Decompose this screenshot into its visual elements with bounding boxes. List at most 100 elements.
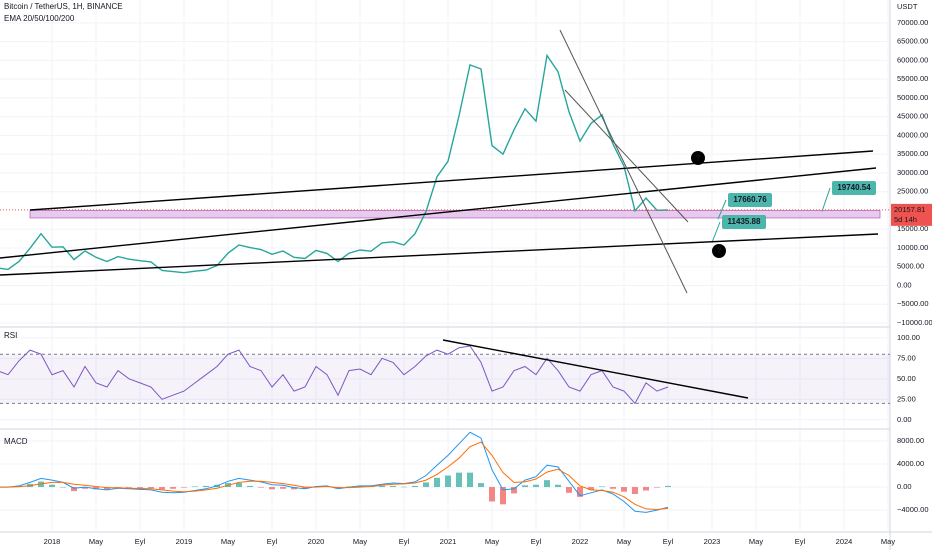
labels: 70000.00 65000.00 60000.00 55000.00 50000.00… <box>44 18 932 546</box>
macd-histogram-bar <box>654 487 660 488</box>
macd-histogram-bar <box>280 487 286 489</box>
y-tick-label: 65000.00 <box>897 37 928 46</box>
macd-histogram-bar <box>489 487 495 502</box>
x-tick-label: 2020 <box>308 537 325 546</box>
trendline <box>29 150 874 211</box>
y-tick-label: 40000.00 <box>897 130 928 139</box>
macd-histogram-bar <box>401 486 407 488</box>
y-tick-label: 75.00 <box>897 353 916 362</box>
macd-histogram-bar <box>291 487 297 490</box>
annotation-label: 17660.76 <box>733 195 767 204</box>
rsi-band <box>0 354 890 404</box>
macd-histogram-bar <box>236 483 242 488</box>
x-tick-label: 2021 <box>440 537 457 546</box>
x-tick-label: Eyl <box>531 537 542 546</box>
macd-histogram-bar <box>60 487 66 488</box>
macd-histogram-bar <box>555 484 561 488</box>
macd-histogram-bar <box>203 485 209 488</box>
macd-histogram-bar <box>445 475 451 488</box>
annotation-label: 19740.54 <box>837 183 871 192</box>
macd-histogram-bar <box>544 480 550 488</box>
y-tick-label: 0.00 <box>897 415 912 424</box>
x-tick-label: 2018 <box>44 537 61 546</box>
chart-title: Bitcoin / TetherUS, 1H, BINANCE <box>4 2 123 11</box>
channel-line <box>559 29 688 294</box>
annotation-box <box>728 193 772 207</box>
macd-histogram-bar <box>412 485 418 488</box>
macd-histogram-bar <box>159 487 165 490</box>
macd-histogram-bar <box>522 485 528 488</box>
y-tick-label: 55000.00 <box>897 74 928 83</box>
y-tick-label: 15000.00 <box>897 224 928 233</box>
macd-histogram-bar <box>566 487 572 493</box>
macd-histogram-bar <box>621 487 627 492</box>
x-tick-label: Eyl <box>795 537 806 546</box>
y-tick-label: 25.00 <box>897 394 916 403</box>
macd-histogram-bar <box>434 477 440 488</box>
question-icon-label: ? <box>696 154 701 163</box>
y-tick-label: 50.00 <box>897 374 916 383</box>
annotation-pointer <box>711 221 721 243</box>
x-tick-label: 2023 <box>704 537 721 546</box>
trendlines <box>0 29 879 399</box>
y-axis-label: USDT <box>897 2 918 11</box>
y-tick-label: 100.00 <box>897 333 920 342</box>
trendline <box>0 167 877 259</box>
y-tick-label: 70000.00 <box>897 18 928 27</box>
question-icon <box>712 244 726 258</box>
x-tick-label: 2019 <box>176 537 193 546</box>
series-line <box>0 345 669 405</box>
y-tick-label: 30000.00 <box>897 168 928 177</box>
last-price-label: 20157.81 <box>894 205 925 214</box>
annotation-label: 11435.88 <box>728 217 761 226</box>
y-tick-label: 35000.00 <box>897 149 928 158</box>
y-tick-label: 0.00 <box>897 280 912 289</box>
macd-histogram-bar <box>49 484 55 488</box>
macd-histogram-bar <box>643 487 649 491</box>
macd-histogram-bar <box>588 487 594 490</box>
macd-histogram-bar <box>610 487 616 489</box>
macd-histogram-bar <box>93 487 99 490</box>
macd-histogram-bar <box>137 487 143 488</box>
macd-histogram-bar <box>379 485 385 488</box>
macd-histogram-bar <box>104 487 110 490</box>
x-tick-label: 2022 <box>572 537 589 546</box>
macd-histogram-bar <box>632 487 638 494</box>
y-tick-label: −5000.00 <box>897 299 929 308</box>
macd-histogram-bar <box>599 486 605 488</box>
macd-histogram-bar <box>115 487 121 488</box>
y-tick-label: 45000.00 <box>897 112 928 121</box>
x-tick-label: Eyl <box>399 537 410 546</box>
macd-histogram-bar <box>577 487 583 497</box>
macd-histogram-bar <box>269 487 275 490</box>
macd-histogram-bar <box>82 487 88 489</box>
y-tick-label: 60000.00 <box>897 55 928 64</box>
y-tick-label: 8000.00 <box>897 436 924 445</box>
series-line <box>0 441 669 511</box>
x-tick-label: Eyl <box>663 537 674 546</box>
macd-histogram-bar <box>247 485 253 488</box>
x-tick-label: Eyl <box>135 537 146 546</box>
macd-histogram-bar <box>170 487 176 489</box>
x-tick-label: May <box>353 537 367 546</box>
x-tick-label: 2024 <box>836 537 853 546</box>
macd-histogram-bar <box>258 487 264 488</box>
question-icon <box>691 151 705 165</box>
macd-histogram-bar <box>302 487 308 489</box>
macd-histogram-bar <box>665 485 671 488</box>
macd-histogram-bar <box>478 483 484 488</box>
question-icon-label: ? <box>717 247 722 256</box>
annotation-pointer <box>821 187 831 212</box>
y-tick-label: 0.00 <box>897 482 912 491</box>
indicator-title: EMA 20/50/100/200 <box>4 14 75 23</box>
macd-histogram-bar <box>192 486 198 488</box>
x-tick-label: May <box>881 537 895 546</box>
x-tick-label: Eyl <box>267 537 278 546</box>
rsi-title: RSI <box>4 331 17 340</box>
y-tick-label: 5000.00 <box>897 262 924 271</box>
x-tick-label: May <box>617 537 631 546</box>
series-line <box>0 53 669 274</box>
macd-histogram-bar <box>423 482 429 488</box>
macd-histogram-bar <box>533 484 539 488</box>
